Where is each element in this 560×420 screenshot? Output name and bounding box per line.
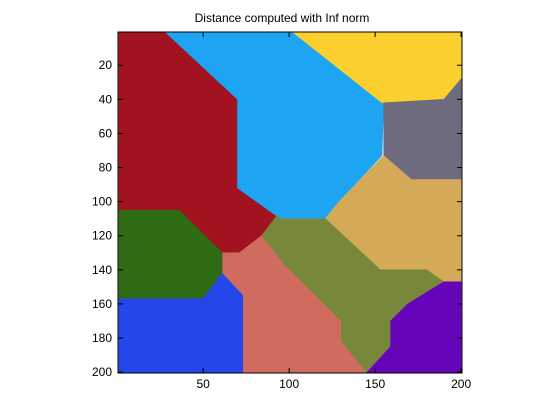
y-tick-label: 20 — [99, 58, 113, 72]
x-tick-label: 50 — [196, 377, 210, 391]
y-tick-label: 180 — [92, 331, 112, 345]
regions-layer — [118, 31, 462, 374]
chart-title: Distance computed with Inf norm — [195, 11, 370, 25]
x-tick-label: 200 — [451, 377, 471, 391]
y-tick-label: 40 — [99, 92, 113, 106]
y-tick-label: 120 — [92, 229, 112, 243]
y-tick-label: 140 — [92, 263, 112, 277]
axes-layer: 50 100 150 200 20 40 60 80 100 120 140 160 180 200 — [92, 32, 471, 391]
x-tick-label: 150 — [365, 377, 385, 391]
y-tick-label: 60 — [99, 126, 113, 140]
y-tick-label: 160 — [92, 297, 112, 311]
y-tick-label: 200 — [92, 365, 112, 379]
x-tick-label: 100 — [279, 377, 299, 391]
region-purple — [365, 281, 462, 374]
y-tick-label: 80 — [99, 161, 113, 175]
y-tick-label: 100 — [92, 195, 112, 209]
plot-frame — [117, 31, 463, 374]
